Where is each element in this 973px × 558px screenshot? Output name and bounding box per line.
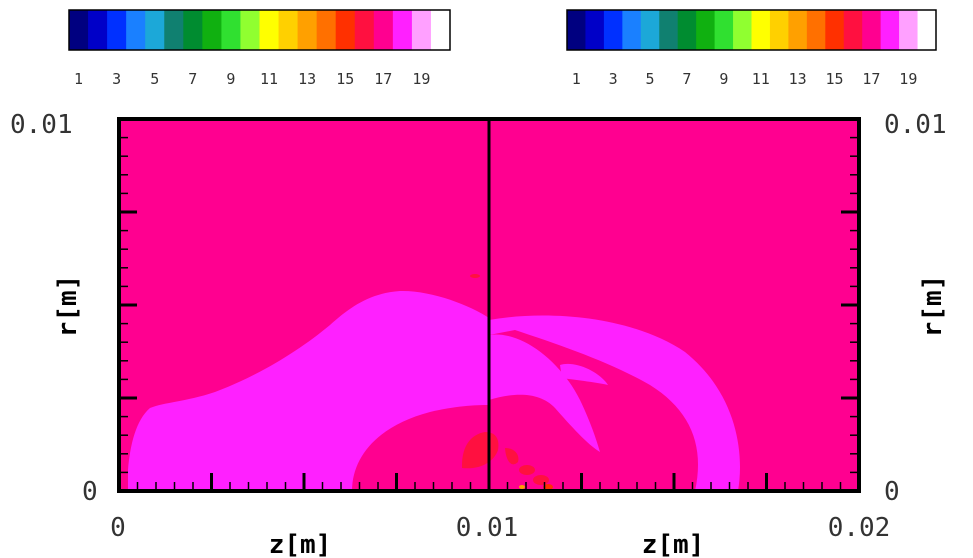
colorbar-left-swatch-1 [69, 10, 89, 50]
colorbar-right-swatch-7 [677, 10, 697, 50]
contour-region-right-hook-tail [560, 363, 608, 385]
contour-region-small-blob [470, 274, 480, 278]
colorbar-left-swatch-7 [183, 10, 203, 50]
colorbar-right-swatch-4 [622, 10, 642, 50]
colorbar-right-swatch-18 [880, 10, 900, 50]
y-axis-label-right: r[m] [918, 275, 948, 338]
colorbar-right-tick-label: 19 [899, 70, 917, 88]
x-axis-label-left: z[m] [269, 530, 332, 558]
colorbar-right-swatch-14 [806, 10, 826, 50]
colorbar-right-swatch-12 [769, 10, 789, 50]
colorbar-left-swatch-6 [164, 10, 184, 50]
colorbar-left-swatch-10 [240, 10, 260, 50]
colorbar-right-tick-label: 1 [572, 70, 581, 88]
colorbar-right-swatch-6 [659, 10, 679, 50]
contour-region-right-hook [489, 334, 600, 452]
x-tick-label-mid: 0.01 [456, 513, 519, 543]
colorbar-left-tick-label: 15 [336, 70, 354, 88]
colorbar-left-swatch-11 [259, 10, 280, 50]
contour-region-axis-low-2 [505, 448, 519, 465]
contour-region-axis-low-3 [519, 465, 535, 475]
contour-region-right-arc [489, 315, 740, 491]
colorbar-right-swatch-10 [733, 10, 752, 50]
colorbar-right-tick-label: 11 [752, 70, 770, 88]
colorbar-right-swatch-15 [825, 10, 845, 50]
colorbar-left-swatch-2 [88, 10, 108, 50]
colorbar-left-tick-label: 13 [298, 70, 316, 88]
colorbar-left-swatch-9 [221, 10, 241, 50]
colorbar-left-swatch-12 [278, 10, 299, 50]
y-axis-label-left: r[m] [53, 275, 83, 338]
y-tick-label-left-bottom: 0 [82, 477, 98, 507]
colorbar-left-swatch-20 [430, 10, 451, 50]
colorbar-right-swatch-1 [567, 10, 586, 50]
x-tick-label-0: 0 [110, 513, 126, 543]
contour-region-axis-low-5 [543, 484, 553, 490]
colorbar-left-swatch-15 [335, 10, 356, 50]
colorbar-left-swatch-19 [411, 10, 432, 50]
colorbar-right-swatch-17 [862, 10, 882, 50]
colorbar-right-swatch-11 [751, 10, 771, 50]
colorbar-right-swatch-16 [843, 10, 863, 50]
colorbar-right-frame [566, 9, 937, 51]
colorbar-left-tick-label: 1 [74, 70, 83, 88]
axis-ticks [119, 136, 859, 491]
colorbar-left-swatch-16 [354, 10, 375, 50]
colorbar-right-swatch-20 [917, 10, 937, 50]
colorbar-left-tick-label: 5 [150, 70, 159, 88]
colorbar-right-tick-label: 5 [646, 70, 655, 88]
colorbar-left-tick-label: 9 [226, 70, 235, 88]
colorbar-left-frame [68, 9, 451, 51]
colorbar-right-tick-label: 17 [862, 70, 880, 88]
colorbar-right-tick-label: 3 [609, 70, 618, 88]
colorbar-left-swatch-18 [392, 10, 413, 50]
colorbar-left-tick-label: 11 [260, 70, 278, 88]
contour-region-spot [519, 485, 525, 489]
colorbar-left-tick-label: 7 [188, 70, 197, 88]
y-tick-label-right-bottom: 0 [884, 477, 900, 507]
colorbar-left-swatch-17 [373, 10, 394, 50]
contour-region-left-core [352, 405, 489, 491]
colorbar-right-swatch-9 [714, 10, 734, 50]
colorbar-left-swatch-3 [107, 10, 127, 50]
y-tick-label-left-top: 0.01 [10, 110, 73, 140]
colorbar-left-swatch-14 [316, 10, 337, 50]
colorbar-left-swatch-5 [145, 10, 165, 50]
colorbar-right-swatch-2 [585, 10, 605, 50]
colorbar-left-swatch-13 [297, 10, 318, 50]
colorbar-left-swatch-4 [126, 10, 146, 50]
colorbar-right: 1 3 5 7 9 11 13 15 17 19 [566, 9, 937, 88]
colorbar-left-tick-label: 3 [112, 70, 121, 88]
colorbar-right-swatch-5 [640, 10, 660, 50]
y-tick-label-right-top: 0.01 [884, 110, 947, 140]
colorbar-right-tick-label: 9 [719, 70, 728, 88]
colorbar-right-swatch-19 [899, 10, 919, 50]
colorbar-right-tick-label: 7 [682, 70, 691, 88]
x-tick-label-end: 0.02 [828, 513, 891, 543]
colorbar-left-swatch-8 [202, 10, 222, 50]
colorbar-left: 1 3 5 7 9 11 13 15 17 19 [68, 9, 451, 88]
colorbar-left-tick-label: 17 [374, 70, 392, 88]
x-axis-label-right: z[m] [642, 530, 705, 558]
contour-region-axis-low-4 [533, 475, 549, 485]
colorbar-right-tick-label: 13 [789, 70, 807, 88]
colorbar-left-tick-label: 19 [412, 70, 430, 88]
colorbar-right-swatch-13 [788, 10, 808, 50]
plot-axes [117, 117, 861, 493]
colorbar-right-swatch-3 [603, 10, 623, 50]
colorbar-right-tick-label: 15 [825, 70, 843, 88]
colorbar-right-swatch-8 [696, 10, 716, 50]
